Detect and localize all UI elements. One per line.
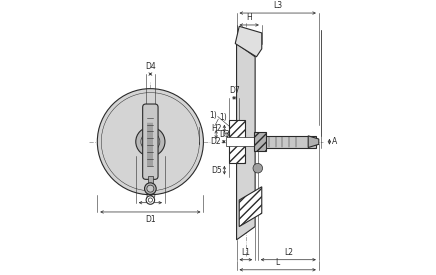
Polygon shape bbox=[229, 120, 245, 163]
Text: D5: D5 bbox=[211, 166, 222, 175]
Text: L3: L3 bbox=[273, 1, 282, 10]
Text: L2: L2 bbox=[284, 248, 293, 257]
Text: D1: D1 bbox=[145, 215, 156, 224]
Text: H7: H7 bbox=[223, 132, 230, 137]
Text: D3: D3 bbox=[219, 130, 229, 139]
Text: D7: D7 bbox=[229, 86, 239, 95]
Polygon shape bbox=[237, 43, 255, 240]
Circle shape bbox=[141, 132, 160, 151]
Polygon shape bbox=[308, 136, 319, 147]
Circle shape bbox=[148, 198, 153, 202]
Text: H2: H2 bbox=[211, 124, 222, 133]
FancyBboxPatch shape bbox=[143, 104, 158, 179]
Text: D4: D4 bbox=[145, 62, 156, 71]
Circle shape bbox=[136, 127, 165, 156]
Bar bbox=[226, 137, 262, 147]
Circle shape bbox=[144, 183, 156, 194]
Text: H: H bbox=[246, 13, 252, 22]
Circle shape bbox=[97, 89, 204, 195]
Text: L: L bbox=[276, 258, 280, 267]
Text: 1): 1) bbox=[219, 113, 227, 122]
Polygon shape bbox=[239, 187, 262, 227]
Text: D2: D2 bbox=[210, 137, 221, 146]
Bar bbox=[258, 136, 316, 147]
Text: A: A bbox=[331, 137, 337, 146]
Polygon shape bbox=[235, 26, 262, 57]
Circle shape bbox=[146, 196, 155, 204]
Circle shape bbox=[147, 185, 154, 192]
Text: D6: D6 bbox=[145, 191, 156, 199]
Bar bbox=[148, 176, 153, 183]
Text: L1: L1 bbox=[242, 248, 250, 257]
Text: 1): 1) bbox=[209, 111, 217, 120]
Circle shape bbox=[253, 163, 262, 173]
Bar bbox=[254, 132, 266, 151]
